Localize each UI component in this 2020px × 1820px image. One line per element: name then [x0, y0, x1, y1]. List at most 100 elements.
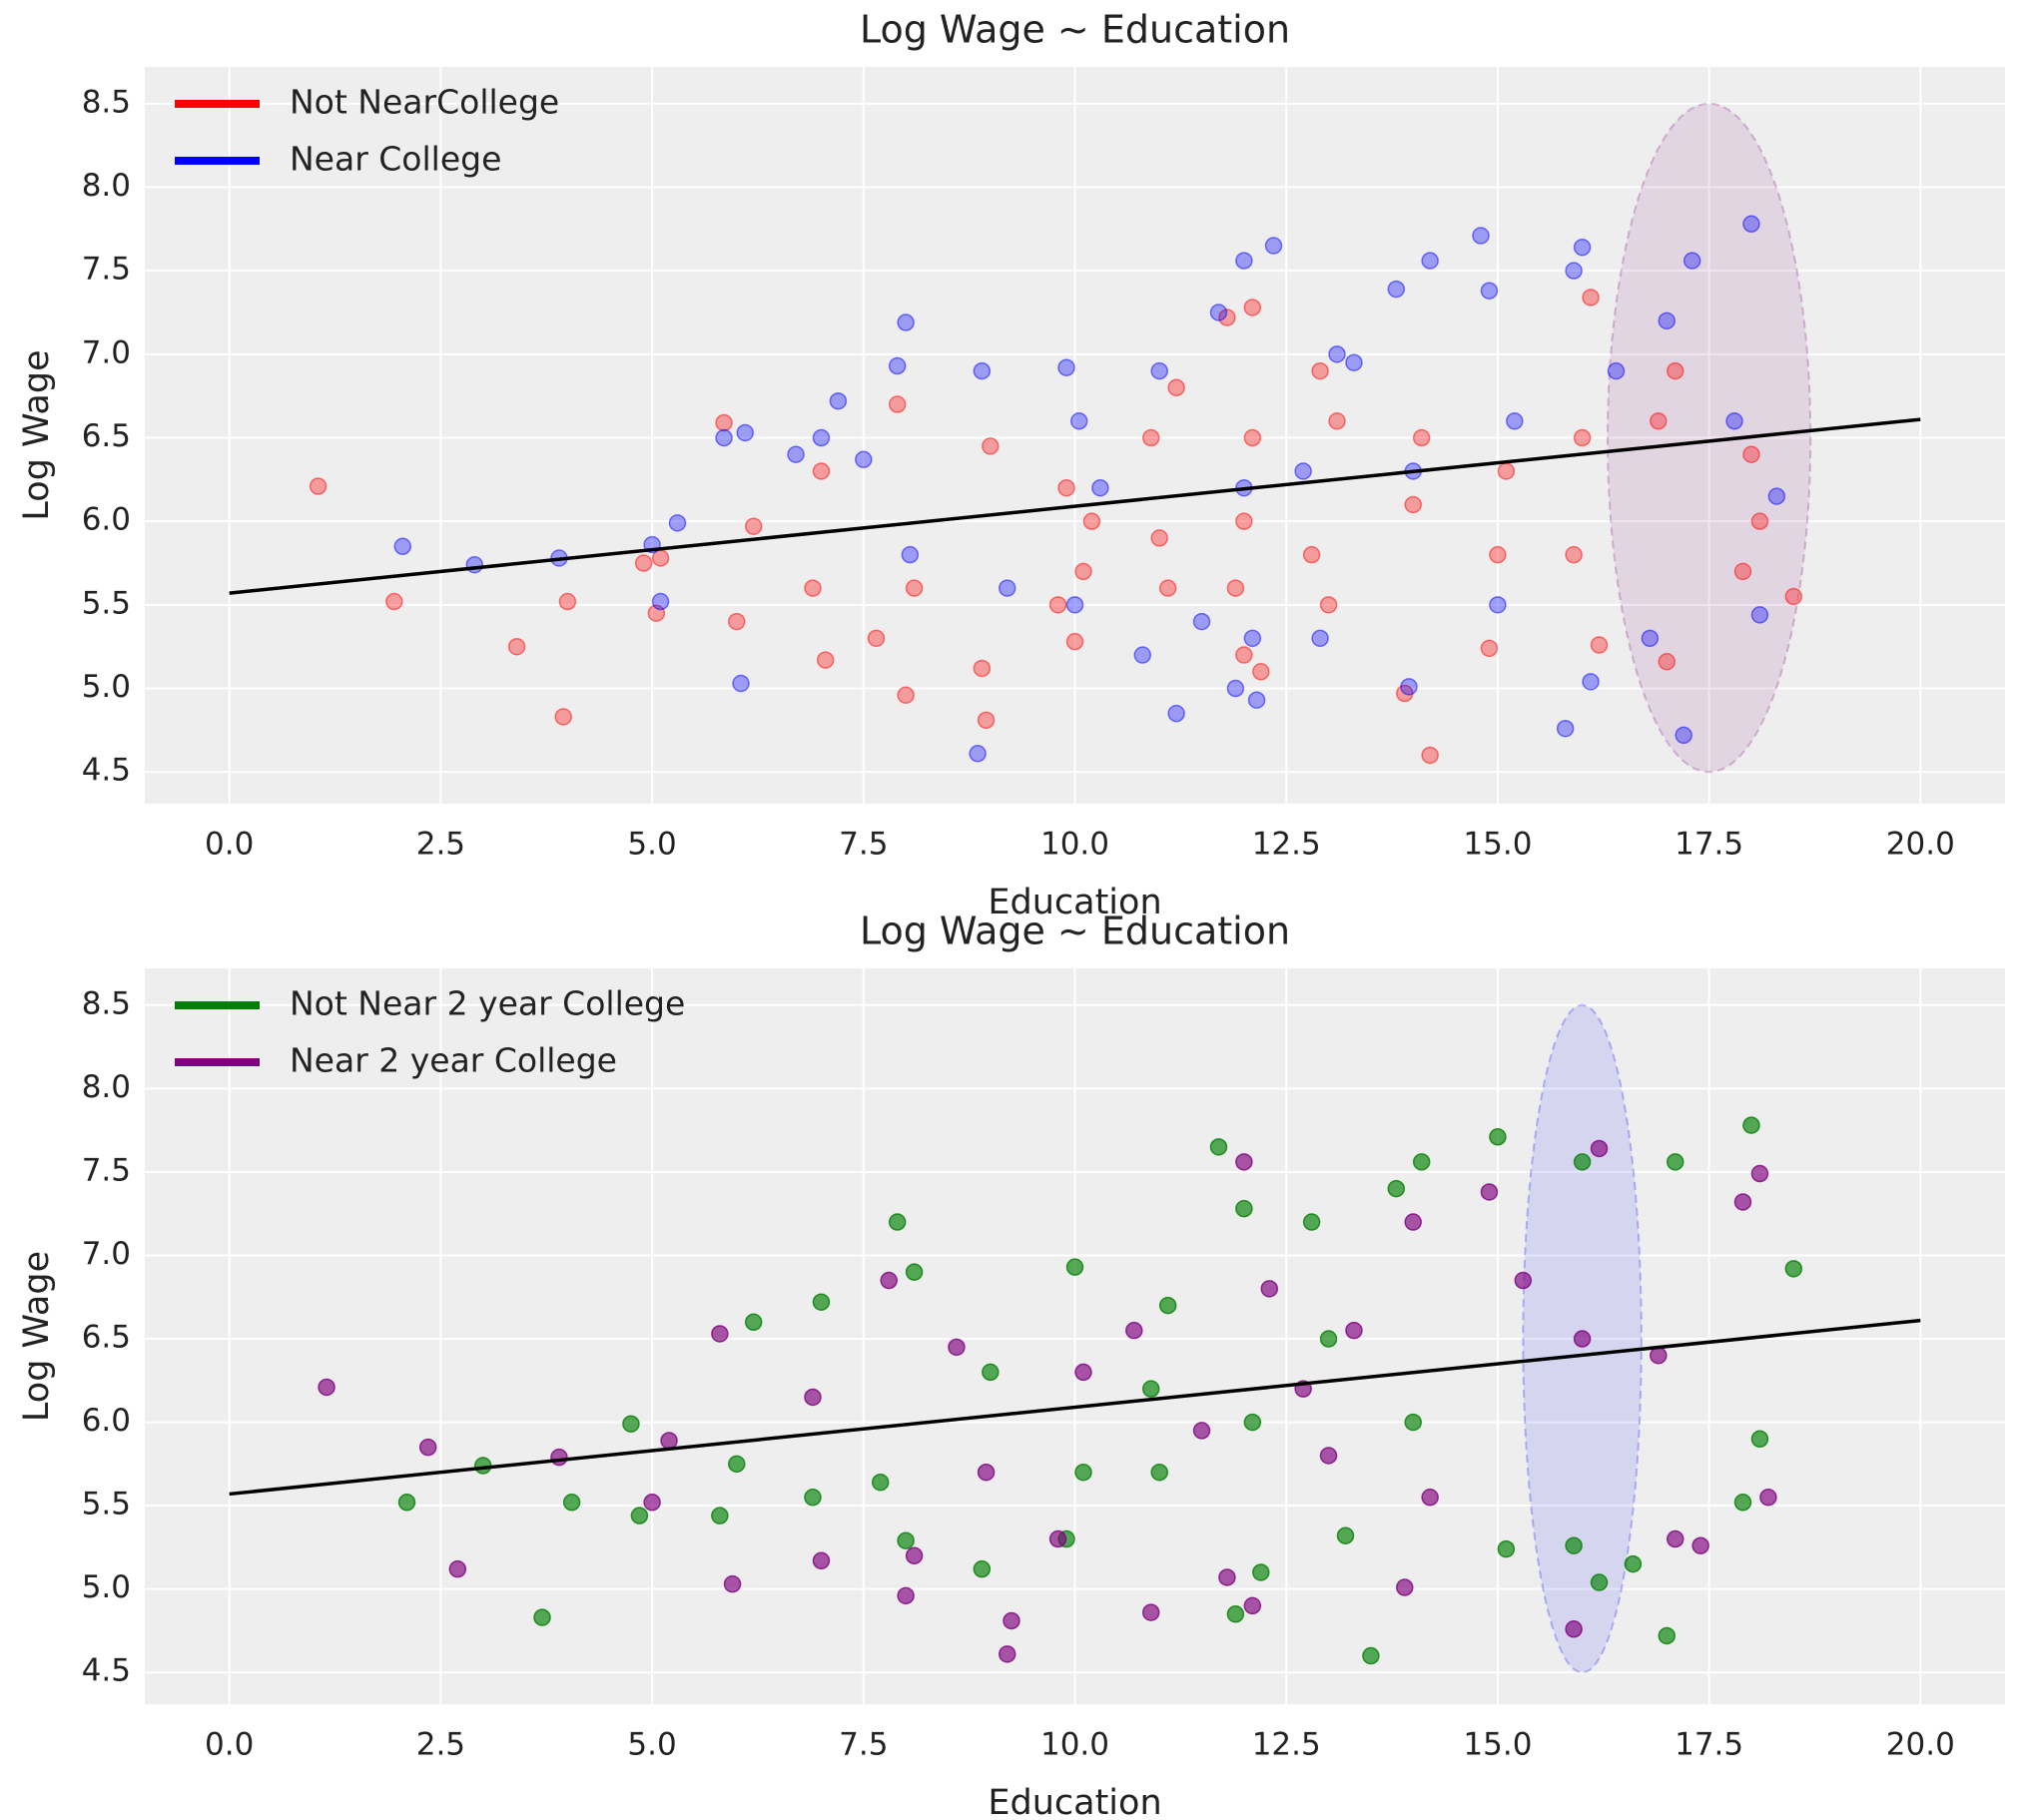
y-tick-label: 8.5: [82, 985, 131, 1021]
point: [1404, 1413, 1422, 1432]
point: [1396, 1578, 1414, 1596]
point: [1235, 646, 1253, 664]
point: [1489, 545, 1507, 564]
point: [812, 428, 831, 447]
point: [1658, 1626, 1677, 1645]
point: [1421, 252, 1439, 270]
x-tick-label: 20.0: [1886, 827, 1955, 863]
point: [1167, 704, 1185, 723]
point: [736, 423, 754, 442]
point: [711, 1325, 729, 1343]
point: [1158, 1296, 1177, 1315]
point: [1556, 719, 1575, 738]
x-tick-label: 5.0: [627, 1727, 676, 1763]
x-tick-label: 2.5: [416, 827, 465, 863]
point: [1412, 1153, 1431, 1171]
y-tick-label: 8.0: [82, 1069, 131, 1105]
y-tick-label: 5.5: [82, 1487, 131, 1522]
point: [1150, 361, 1168, 380]
point: [973, 659, 992, 678]
point: [1573, 1330, 1592, 1348]
point: [1057, 478, 1075, 497]
fit-line: [229, 417, 1921, 595]
x-tick-label: 20.0: [1886, 1727, 1955, 1763]
point: [507, 637, 526, 656]
point: [1742, 215, 1760, 234]
point: [1565, 545, 1583, 564]
point: [393, 537, 412, 556]
point: [562, 1494, 581, 1512]
point: [804, 1388, 822, 1407]
point: [1192, 612, 1211, 631]
point: [318, 1378, 336, 1397]
point: [554, 708, 572, 726]
point: [1421, 746, 1439, 765]
point: [1069, 412, 1088, 430]
point: [1675, 726, 1692, 745]
point: [1412, 428, 1431, 447]
point: [660, 1432, 678, 1450]
x-tick-label: 12.5: [1252, 1727, 1321, 1763]
point: [1691, 1536, 1709, 1554]
point: [1133, 646, 1151, 664]
point: [812, 1293, 831, 1311]
point: [897, 313, 915, 331]
point: [1650, 412, 1668, 430]
point: [1048, 596, 1067, 614]
fit-line: [229, 1318, 1921, 1497]
point: [723, 1574, 742, 1593]
y-tick-label: 5.0: [82, 1569, 131, 1605]
point: [977, 711, 996, 730]
point: [622, 1415, 640, 1433]
point: [728, 1455, 746, 1474]
point: [1725, 412, 1743, 430]
point: [1421, 1489, 1439, 1507]
point: [1252, 663, 1270, 681]
point: [1345, 1321, 1363, 1340]
point: [1226, 579, 1245, 597]
legend-label: Near 2 year College: [290, 1041, 617, 1080]
point: [982, 437, 1000, 455]
chart-title: Log Wage ~ Education: [860, 8, 1290, 52]
point: [829, 391, 848, 410]
point: [1243, 1596, 1262, 1615]
point: [1750, 1164, 1769, 1183]
point: [880, 1271, 898, 1290]
highlight-ellipse: [1606, 102, 1812, 774]
point: [1489, 596, 1507, 614]
y-tick-label: 7.0: [82, 334, 131, 370]
legend-label: Not Near 2 year College: [290, 984, 685, 1023]
point: [1590, 1139, 1609, 1158]
point: [630, 1507, 649, 1524]
point: [1319, 596, 1338, 614]
point: [1650, 1346, 1668, 1365]
point: [465, 555, 484, 574]
point: [418, 1438, 437, 1457]
point: [977, 1463, 996, 1482]
point: [1750, 606, 1769, 624]
point: [1048, 1529, 1067, 1548]
point: [1235, 1199, 1253, 1218]
point: [867, 629, 886, 648]
point: [1624, 1554, 1643, 1573]
point: [1742, 445, 1760, 463]
point: [1158, 579, 1177, 597]
y-tick-label: 6.5: [82, 418, 131, 454]
y-tick-label: 6.5: [82, 1320, 131, 1356]
point: [1319, 1447, 1338, 1465]
point: [1658, 653, 1677, 671]
point: [804, 579, 822, 597]
point: [1302, 545, 1321, 564]
point: [715, 428, 733, 447]
x-tick-label: 10.0: [1040, 1727, 1109, 1763]
point: [1243, 299, 1262, 316]
point: [1480, 639, 1499, 658]
point: [1065, 1258, 1084, 1276]
x-axis-label: Education: [988, 883, 1161, 922]
point: [448, 1559, 467, 1578]
point: [1243, 428, 1262, 447]
point: [1750, 512, 1769, 530]
point: [1302, 1213, 1321, 1231]
point: [1150, 1463, 1168, 1482]
point: [1658, 311, 1677, 330]
